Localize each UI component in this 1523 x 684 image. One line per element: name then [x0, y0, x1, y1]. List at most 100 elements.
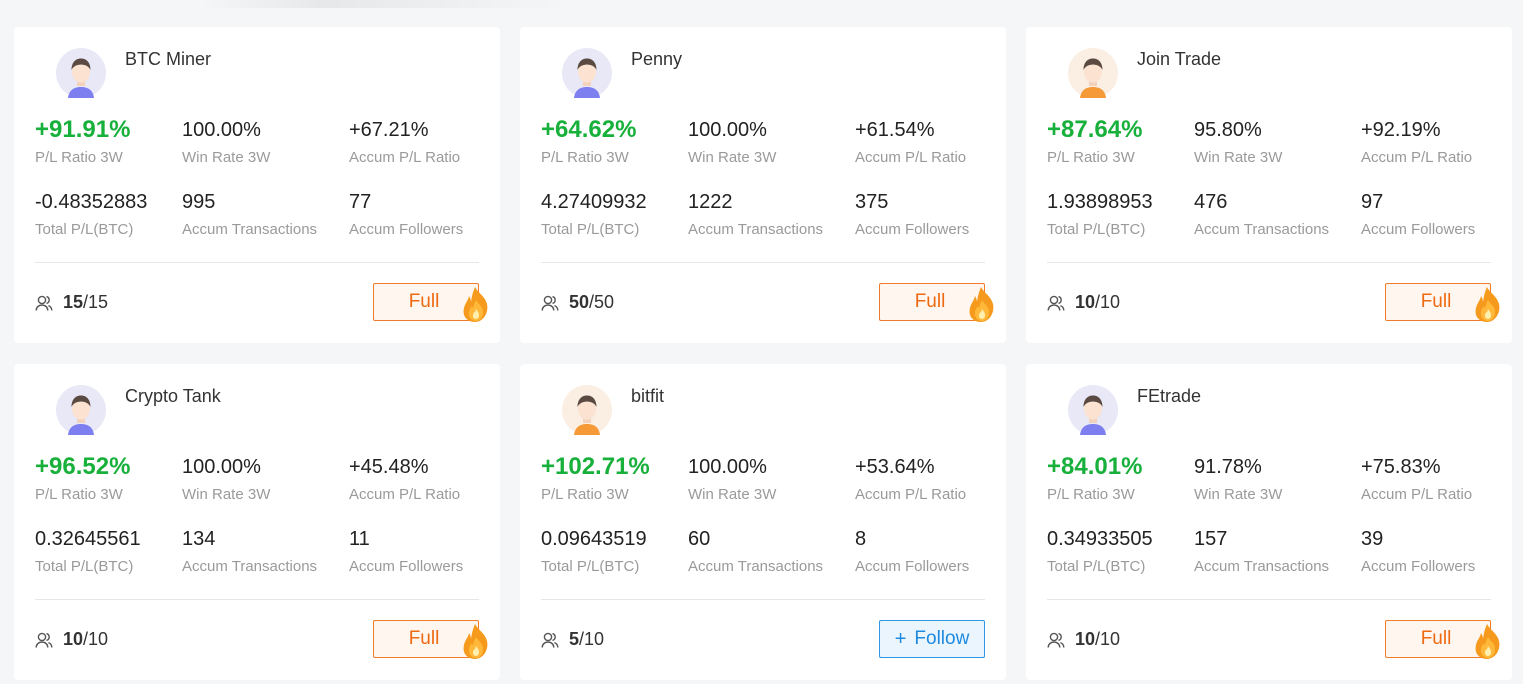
pl-ratio-label: P/L Ratio 3W	[1047, 149, 1135, 166]
pl-ratio-value: +64.62%	[541, 116, 637, 143]
stat-accum-followers: 11 Accum Followers	[349, 522, 479, 594]
follower-capacity: 5/10	[541, 629, 604, 650]
full-button-label: Full	[408, 291, 440, 312]
slots-total: /15	[83, 292, 109, 312]
accum-pl-label: Accum P/L Ratio	[855, 486, 967, 503]
accum-followers-value: 375	[855, 191, 889, 213]
card-footer: 5/10 + Follow	[541, 620, 985, 660]
slots-used: 5	[569, 629, 580, 649]
accum-pl-label: Accum P/L Ratio	[349, 486, 461, 503]
accum-pl-value: +61.54%	[855, 119, 935, 141]
accum-followers-value: 8	[855, 528, 867, 550]
stats-grid: +91.91% P/L Ratio 3W 100.00% Win Rate 3W…	[35, 113, 479, 257]
card-footer: 10/10 Full	[35, 620, 488, 660]
accum-pl-value: +53.64%	[855, 456, 935, 478]
avatar-blue-icon[interactable]	[1068, 385, 1118, 435]
stat-win-rate: 100.00% Win Rate 3W	[182, 113, 349, 185]
full-button[interactable]: Full	[879, 283, 994, 322]
accum-followers-value: 97	[1361, 191, 1384, 213]
accum-transactions-label: Accum Transactions	[182, 558, 318, 575]
trader-card-2[interactable]: Penny +64.62% P/L Ratio 3W 100.00% Win R…	[520, 27, 1006, 343]
trader-card-6[interactable]: FEtrade +84.01% P/L Ratio 3W 91.78% Win …	[1026, 364, 1512, 680]
win-rate-label: Win Rate 3W	[182, 486, 271, 503]
plus-icon: +	[894, 628, 907, 650]
stat-pl-ratio: +64.62% P/L Ratio 3W	[541, 113, 688, 185]
stat-total-pl: 4.27409932 Total P/L(BTC)	[541, 185, 688, 257]
win-rate-label: Win Rate 3W	[688, 486, 777, 503]
accum-pl-value: +67.21%	[349, 119, 429, 141]
trader-name[interactable]: bitfit	[631, 386, 665, 406]
avatar-blue-icon[interactable]	[56, 48, 106, 98]
card-footer: 10/10 Full	[1047, 620, 1500, 660]
stat-accum-followers: 97 Accum Followers	[1361, 185, 1491, 257]
pl-ratio-label: P/L Ratio 3W	[1047, 486, 1135, 503]
stat-pl-ratio: +91.91% P/L Ratio 3W	[35, 113, 182, 185]
trader-card-1[interactable]: BTC Miner +91.91% P/L Ratio 3W 100.00% W…	[14, 27, 500, 343]
users-icon	[541, 632, 559, 648]
win-rate-value: 95.80%	[1194, 119, 1262, 141]
stat-pl-ratio: +87.64% P/L Ratio 3W	[1047, 113, 1194, 185]
win-rate-label: Win Rate 3W	[182, 149, 271, 166]
full-button[interactable]: Full	[373, 620, 488, 659]
flame-icon	[461, 286, 491, 324]
flame-icon	[1473, 623, 1503, 661]
avatar-blue-icon[interactable]	[562, 48, 612, 98]
follower-capacity: 10/10	[1047, 292, 1120, 313]
accum-pl-label: Accum P/L Ratio	[349, 149, 461, 166]
pl-ratio-label: P/L Ratio 3W	[541, 486, 629, 503]
win-rate-label: Win Rate 3W	[1194, 149, 1283, 166]
avatar-blue-icon[interactable]	[56, 385, 106, 435]
full-button[interactable]: Full	[1385, 283, 1500, 322]
win-rate-value: 100.00%	[688, 119, 767, 141]
full-button[interactable]: Full	[1385, 620, 1500, 659]
stat-accum-transactions: 60 Accum Transactions	[688, 522, 855, 594]
stats-grid: +84.01% P/L Ratio 3W 91.78% Win Rate 3W …	[1047, 450, 1491, 594]
divider	[35, 262, 479, 263]
stats-grid: +96.52% P/L Ratio 3W 100.00% Win Rate 3W…	[35, 450, 479, 594]
win-rate-value: 100.00%	[182, 456, 261, 478]
pl-ratio-value: +96.52%	[35, 453, 131, 480]
trader-name[interactable]: Join Trade	[1137, 49, 1222, 69]
stat-accum-transactions: 157 Accum Transactions	[1194, 522, 1361, 594]
slots-total: /10	[1095, 292, 1121, 312]
win-rate-label: Win Rate 3W	[1194, 486, 1283, 503]
accum-followers-value: 39	[1361, 528, 1384, 550]
trader-name[interactable]: BTC Miner	[125, 49, 212, 69]
trader-name[interactable]: Crypto Tank	[125, 386, 221, 406]
slots-used: 15	[63, 292, 84, 312]
trader-name[interactable]: FEtrade	[1137, 386, 1202, 406]
full-button-label: Full	[914, 291, 946, 312]
full-button[interactable]: Full	[373, 283, 488, 322]
trader-card-4[interactable]: Crypto Tank +96.52% P/L Ratio 3W 100.00%…	[14, 364, 500, 680]
win-rate-label: Win Rate 3W	[688, 149, 777, 166]
follow-button[interactable]: + Follow	[879, 620, 985, 658]
accum-transactions-label: Accum Transactions	[688, 558, 824, 575]
users-icon	[541, 295, 559, 311]
stat-accum-transactions: 995 Accum Transactions	[182, 185, 349, 257]
accum-transactions-label: Accum Transactions	[1194, 221, 1330, 238]
avatar-orange-icon[interactable]	[1068, 48, 1118, 98]
flame-icon	[967, 286, 997, 324]
accum-followers-label: Accum Followers	[349, 558, 464, 575]
pl-ratio-value: +87.64%	[1047, 116, 1143, 143]
stat-total-pl: 1.93898953 Total P/L(BTC)	[1047, 185, 1194, 257]
stat-total-pl: 0.32645561 Total P/L(BTC)	[35, 522, 182, 594]
trader-card-3[interactable]: Join Trade +87.64% P/L Ratio 3W 95.80% W…	[1026, 27, 1512, 343]
slots-total: /10	[83, 629, 109, 649]
trader-name[interactable]: Penny	[631, 49, 683, 69]
stat-total-pl: 0.09643519 Total P/L(BTC)	[541, 522, 688, 594]
win-rate-value: 91.78%	[1194, 456, 1262, 478]
stat-accum-followers: 39 Accum Followers	[1361, 522, 1491, 594]
avatar-orange-icon[interactable]	[562, 385, 612, 435]
stat-accum-transactions: 134 Accum Transactions	[182, 522, 349, 594]
stat-win-rate: 95.80% Win Rate 3W	[1194, 113, 1361, 185]
trader-card-5[interactable]: bitfit +102.71% P/L Ratio 3W 100.00% Win…	[520, 364, 1006, 680]
accum-transactions-value: 157	[1194, 528, 1228, 550]
stat-pl-ratio: +84.01% P/L Ratio 3W	[1047, 450, 1194, 522]
follower-capacity: 10/10	[35, 629, 108, 650]
accum-followers-label: Accum Followers	[855, 558, 970, 575]
accum-transactions-label: Accum Transactions	[688, 221, 824, 238]
stat-win-rate: 100.00% Win Rate 3W	[688, 450, 855, 522]
card-footer: 10/10 Full	[1047, 283, 1500, 323]
pl-ratio-value: +102.71%	[541, 453, 650, 480]
